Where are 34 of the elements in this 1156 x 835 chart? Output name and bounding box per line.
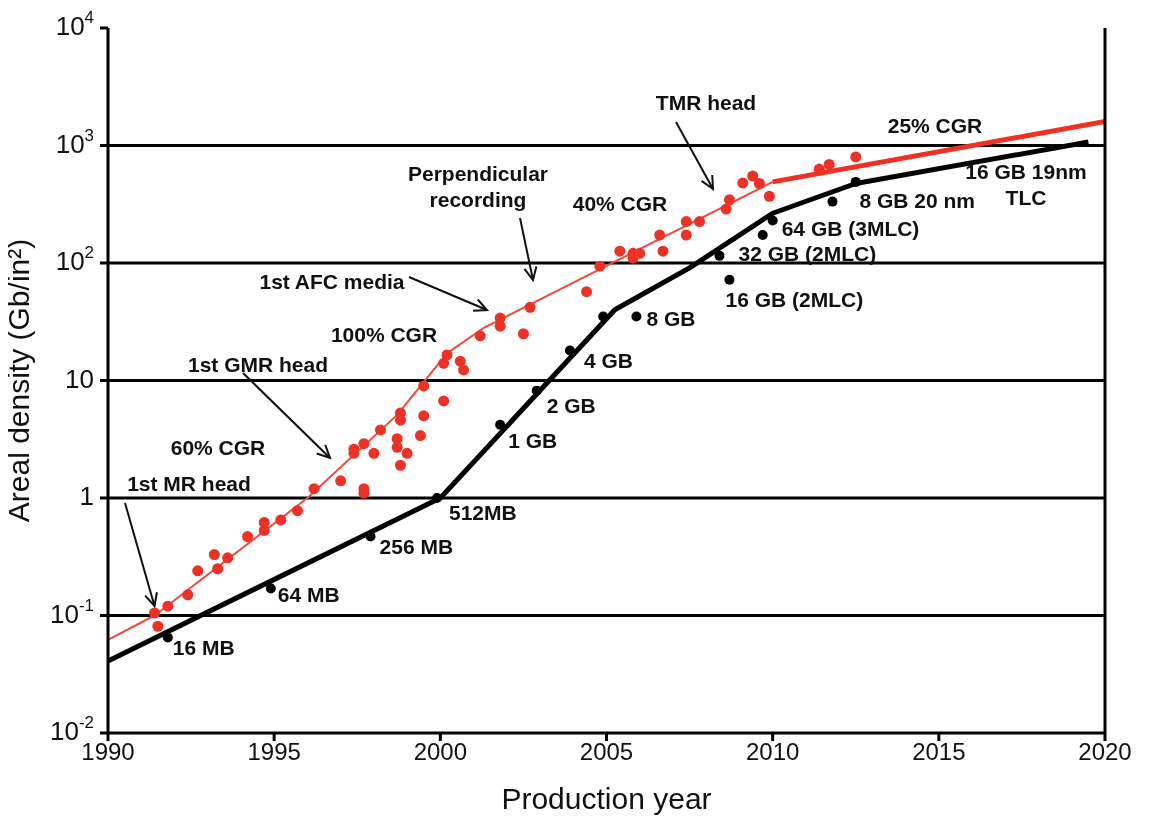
annotation: 25% CGR (887, 113, 983, 137)
annotation: 1st AFC media (259, 269, 405, 293)
annotation: Perpendicular recording (407, 161, 549, 211)
annotation: 512MB (449, 500, 517, 524)
x-tick-label: 2020 (1078, 738, 1132, 766)
y-tick-label: 10$^{3}$ (55, 125, 94, 159)
annotation: 16 GB (2MLC) (725, 287, 864, 311)
annotation: 1 GB (508, 428, 558, 452)
annotation: 16 MB (172, 636, 235, 660)
annotation: 4 GB (583, 348, 633, 372)
y-tick-label: 10$^{4}$ (55, 7, 94, 41)
annotation: 256 MB (379, 534, 454, 558)
annotation: 32 GB (2MLC) (738, 241, 877, 265)
x-tick-label: 2015 (912, 738, 966, 766)
annotation: 1st MR head (127, 471, 251, 495)
y-tick-label: 10$^{2}$ (55, 242, 94, 276)
annotation: 8 GB (646, 306, 696, 330)
annotation: 8 GB 20 nm (859, 188, 976, 212)
annotation: 64 GB (3MLC) (781, 216, 920, 240)
x-tick-label: 1995 (247, 738, 301, 766)
annotation: 40% CGR (572, 191, 668, 215)
y-tick-label: 10 (65, 363, 94, 394)
annotation: 64 MB (277, 582, 340, 606)
annotation: 1st GMR head (187, 352, 329, 376)
y-tick-label: 10$^{-1}$ (50, 595, 94, 629)
annotation: 60% CGR (170, 435, 266, 459)
annotation: TMR head (655, 90, 757, 114)
annotation: 100% CGR (330, 322, 438, 346)
x-tick-label: 2005 (579, 738, 634, 766)
x-axis-title: Production year (501, 782, 712, 815)
y-tick-label: 1 (79, 480, 94, 511)
annotation: 2 GB (546, 393, 596, 417)
x-tick-label: 2010 (745, 738, 800, 766)
x-tick-label: 2000 (413, 738, 468, 766)
